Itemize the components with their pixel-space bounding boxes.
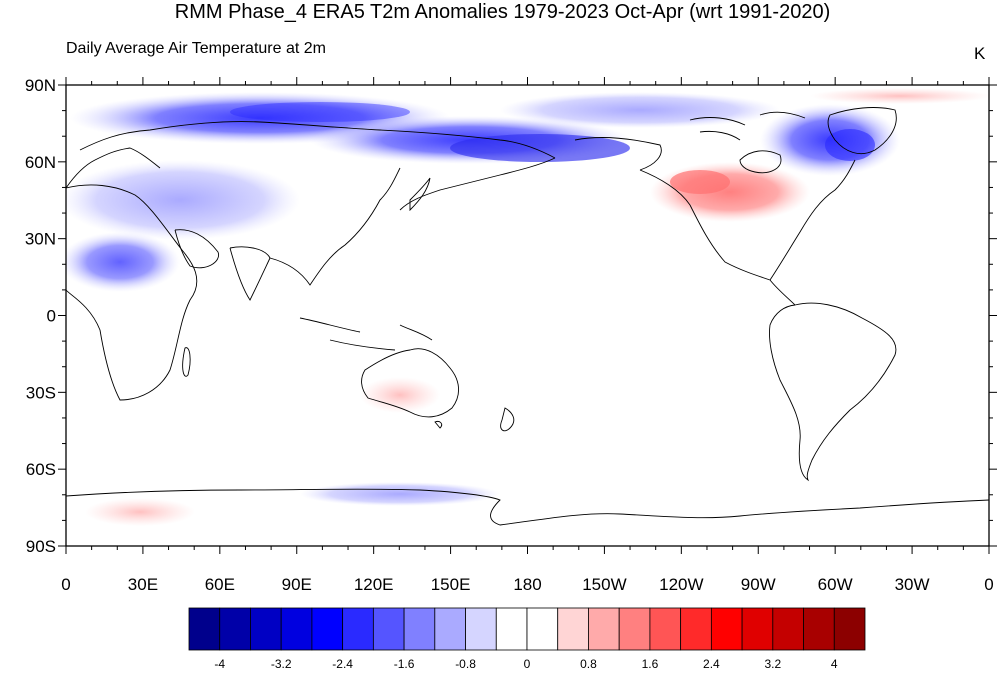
lon-label: 90W bbox=[741, 575, 776, 594]
coast-alaska bbox=[574, 137, 662, 171]
colorbar-swatch bbox=[250, 607, 282, 651]
coast-eurasia-north bbox=[79, 121, 556, 159]
lat-label: 60S bbox=[26, 460, 56, 479]
lat-label: 60N bbox=[25, 153, 56, 172]
colorbar-label: 0 bbox=[524, 657, 531, 671]
lon-label: 120W bbox=[659, 575, 703, 594]
coast-japan bbox=[409, 177, 431, 212]
colorbar-swatch bbox=[311, 607, 344, 651]
lon-label: 60W bbox=[818, 575, 853, 594]
chart-subtitle: Daily Average Air Temperature at 2m bbox=[66, 40, 326, 57]
lon-label: 180 bbox=[513, 575, 541, 594]
coast-indonesia bbox=[299, 317, 433, 351]
lon-label: 150E bbox=[431, 575, 471, 594]
colorbar-label: 2.4 bbox=[703, 657, 720, 671]
lon-label: 120E bbox=[354, 575, 394, 594]
anomaly-sahara bbox=[66, 232, 180, 292]
coast-africa bbox=[66, 184, 198, 401]
lat-label: 0 bbox=[47, 307, 56, 326]
map-ticks bbox=[58, 77, 997, 554]
colorbar-swatch bbox=[772, 607, 804, 651]
coast-newzealand bbox=[500, 407, 515, 432]
coast-central-america bbox=[769, 279, 796, 306]
colorbar-swatch bbox=[495, 607, 528, 651]
anomaly-canada bbox=[650, 162, 810, 222]
colorbar-label: -2.4 bbox=[332, 657, 353, 671]
colorbar-swatch bbox=[741, 607, 774, 651]
colorbar-label: 0.8 bbox=[580, 657, 597, 671]
lon-label: 30W bbox=[895, 575, 930, 594]
anomaly-field bbox=[66, 88, 989, 526]
lat-labels: 90N 60N 30N 0 30S 60S 90S bbox=[25, 76, 56, 556]
coast-antarctica bbox=[66, 488, 989, 526]
coast-greenland bbox=[827, 107, 897, 154]
colorbar-swatch bbox=[434, 607, 466, 651]
colorbar-label: 4 bbox=[831, 657, 838, 671]
colorbar-label: -4 bbox=[214, 657, 225, 671]
lon-label: 0 bbox=[61, 575, 70, 594]
colorbar bbox=[188, 607, 866, 651]
units-label: K bbox=[974, 44, 986, 63]
coast-south-america bbox=[769, 302, 897, 482]
colorbar-swatch bbox=[280, 607, 313, 651]
coastlines bbox=[66, 107, 989, 526]
lat-label: 90N bbox=[25, 76, 56, 95]
chart-title: RMM Phase_4 ERA5 T2m Anomalies 1979-2023… bbox=[174, 1, 831, 23]
lat-label: 30S bbox=[26, 383, 56, 402]
anomaly-antarctica bbox=[85, 498, 195, 526]
coast-madagascar bbox=[182, 347, 191, 377]
coast-na-west bbox=[639, 169, 771, 281]
coast-india bbox=[229, 246, 271, 301]
colorbar-swatch bbox=[188, 607, 221, 651]
colorbar-swatch bbox=[618, 607, 651, 651]
colorbar-swatch bbox=[526, 607, 559, 651]
lat-label: 90S bbox=[26, 537, 56, 556]
colorbar-swatch bbox=[710, 607, 743, 651]
colorbar-swatch bbox=[833, 607, 866, 651]
coast-tasmania bbox=[434, 421, 443, 429]
anomaly-australia bbox=[360, 377, 440, 413]
colorbar-swatch bbox=[803, 607, 835, 651]
coast-arctic-islands bbox=[689, 111, 806, 141]
colorbar-swatch bbox=[403, 607, 436, 651]
colorbar-label: 1.6 bbox=[642, 657, 659, 671]
lon-label: 150W bbox=[582, 575, 626, 594]
colorbar-swatch bbox=[557, 607, 589, 651]
colorbar-label: -1.6 bbox=[394, 657, 415, 671]
colorbar-swatch bbox=[219, 607, 251, 651]
colorbar-label: -3.2 bbox=[271, 657, 292, 671]
coast-arabia bbox=[174, 229, 220, 269]
lon-label: 60E bbox=[205, 575, 235, 594]
coast-australia bbox=[361, 348, 459, 418]
lat-label: 30N bbox=[25, 230, 56, 249]
coast-eurasia-east bbox=[399, 157, 556, 211]
colorbar-swatch bbox=[372, 607, 405, 651]
colorbar-swatch bbox=[680, 607, 712, 651]
lon-label: 0 bbox=[984, 575, 993, 594]
colorbar-swatch bbox=[588, 607, 620, 651]
lon-label: 90E bbox=[282, 575, 312, 594]
colorbar-swatch bbox=[649, 607, 682, 651]
lon-label: 30E bbox=[128, 575, 158, 594]
coast-na-east bbox=[769, 159, 856, 281]
colorbar-label: -0.8 bbox=[455, 657, 476, 671]
coast-eastasia bbox=[269, 167, 401, 286]
colorbar-labels: -4 -3.2 -2.4 -1.6 -0.8 0 0.8 1.6 2.4 3.2 4 bbox=[214, 657, 838, 671]
coast-hudson bbox=[739, 150, 782, 174]
colorbar-label: 3.2 bbox=[764, 657, 781, 671]
coast-europe bbox=[66, 147, 161, 189]
colorbar-swatch bbox=[342, 607, 374, 651]
lon-labels: 0 30E 60E 90E 120E 150E 180 150W 120W 90W 60W 30W 0 bbox=[61, 575, 993, 594]
colorbar-swatch bbox=[465, 607, 497, 651]
